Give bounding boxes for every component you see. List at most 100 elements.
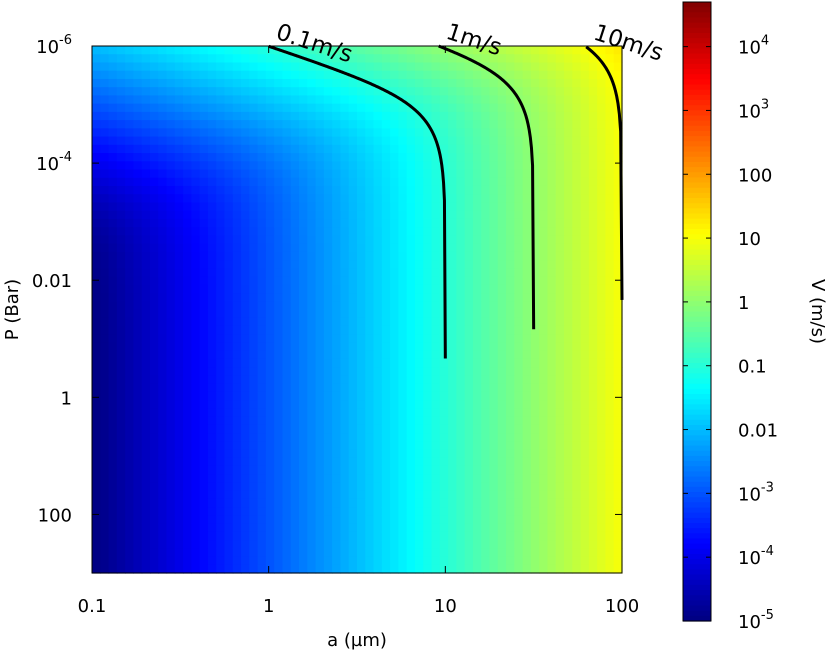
heatmap-cell: [555, 474, 565, 484]
heatmap-cell: [232, 523, 242, 533]
heatmap-cell: [357, 342, 366, 352]
heatmap-cell: [381, 62, 391, 72]
heatmap-cell: [597, 391, 607, 401]
heatmap-cell: [207, 111, 217, 121]
heatmap-cell: [357, 367, 366, 376]
heatmap-cell: [199, 358, 209, 368]
heatmap-cell: [158, 391, 168, 401]
heatmap-cell: [332, 507, 342, 516]
heatmap-cell: [100, 54, 110, 64]
heatmap-cell: [464, 185, 474, 195]
heatmap-cell: [597, 235, 607, 245]
heatmap-cell: [580, 185, 590, 195]
heatmap-cell: [141, 325, 151, 335]
heatmap-cell: [332, 128, 342, 138]
heatmap-cell: [274, 523, 284, 533]
heatmap-cell: [241, 465, 250, 475]
heatmap-cell: [183, 243, 192, 253]
heatmap-cell: [323, 153, 333, 162]
heatmap-cell: [216, 556, 226, 566]
heatmap-cell: [497, 416, 507, 426]
heatmap-cell: [588, 424, 598, 434]
heatmap-cell: [456, 375, 466, 385]
heatmap-cell: [174, 235, 184, 245]
heatmap-cell: [299, 144, 308, 154]
heatmap-cell: [506, 465, 515, 475]
heatmap-cell: [232, 424, 242, 434]
heatmap-cell: [340, 153, 350, 162]
heatmap-cell: [390, 309, 400, 319]
x-axis: 0.1 1 10 100: [78, 46, 639, 617]
heatmap-cell: [514, 350, 524, 360]
heatmap-cell: [224, 383, 234, 393]
heatmap-cell: [183, 465, 192, 475]
heatmap-cell: [216, 260, 226, 269]
heatmap-cell: [183, 268, 192, 278]
heatmap-cell: [141, 111, 151, 121]
heatmap-cell: [174, 54, 184, 64]
heatmap-cell: [265, 161, 275, 171]
heatmap-cell: [340, 416, 350, 426]
heatmap-cell: [158, 416, 168, 426]
heatmap-cell: [274, 301, 284, 311]
heatmap-cell: [174, 457, 184, 467]
heatmap-cell: [464, 531, 474, 541]
heatmap-cell: [588, 474, 598, 484]
heatmap-cell: [166, 276, 176, 286]
heatmap-cell: [564, 449, 573, 459]
heatmap-cell: [199, 515, 209, 525]
heatmap-cell: [149, 293, 159, 302]
heatmap-cell: [100, 111, 110, 121]
heatmap-cell: [572, 136, 582, 146]
heatmap-cell: [613, 268, 623, 278]
heatmap-cell: [514, 103, 524, 113]
colorbar-segment: [683, 296, 711, 302]
heatmap-cell: [249, 120, 259, 129]
heatmap-cell: [605, 128, 615, 138]
heatmap-cell: [414, 490, 424, 500]
heatmap-cell: [323, 128, 333, 138]
heatmap-cell: [191, 334, 201, 344]
heatmap-cell: [265, 433, 275, 442]
heatmap-cell: [216, 70, 226, 80]
heatmap-cell: [323, 449, 333, 459]
heatmap-cell: [530, 111, 540, 121]
colorbar-segment: [683, 352, 711, 359]
heatmap-cell: [547, 169, 557, 179]
heatmap-cell: [249, 375, 259, 385]
heatmap-cell: [398, 490, 408, 500]
heatmap-cell: [274, 400, 284, 409]
heatmap-cell: [323, 540, 333, 549]
heatmap-cell: [605, 474, 615, 484]
heatmap-cell: [108, 342, 118, 352]
heatmap-cell: [580, 334, 590, 344]
heatmap-cell: [597, 136, 607, 146]
heatmap-cell: [191, 235, 201, 245]
heatmap-cell: [274, 161, 284, 171]
colorbar-segment: [683, 2, 711, 8]
heatmap-cell: [357, 185, 366, 195]
heatmap-cell: [497, 375, 507, 385]
heatmap-cell: [125, 358, 135, 368]
heatmap-cell: [199, 260, 209, 269]
heatmap-cell: [472, 153, 482, 162]
heatmap-cell: [456, 251, 466, 261]
heatmap-cell: [439, 383, 449, 393]
heatmap-cell: [613, 358, 623, 368]
heatmap-cell: [191, 383, 201, 393]
heatmap-cell: [564, 498, 573, 508]
heatmap-cell: [547, 317, 557, 327]
heatmap-cell: [216, 136, 226, 146]
heatmap-cell: [183, 251, 192, 261]
heatmap-cell: [580, 46, 590, 55]
heatmap-cell: [497, 227, 507, 236]
heatmap-cell: [414, 408, 424, 418]
heatmap-cell: [199, 177, 209, 187]
heatmap-cell: [232, 342, 242, 352]
heatmap-cell: [398, 87, 408, 96]
heatmap-cell: [199, 284, 209, 294]
heatmap-cell: [456, 284, 466, 294]
heatmap-cell: [448, 457, 457, 467]
heatmap-cell: [100, 531, 110, 541]
heatmap-cell: [257, 507, 267, 516]
